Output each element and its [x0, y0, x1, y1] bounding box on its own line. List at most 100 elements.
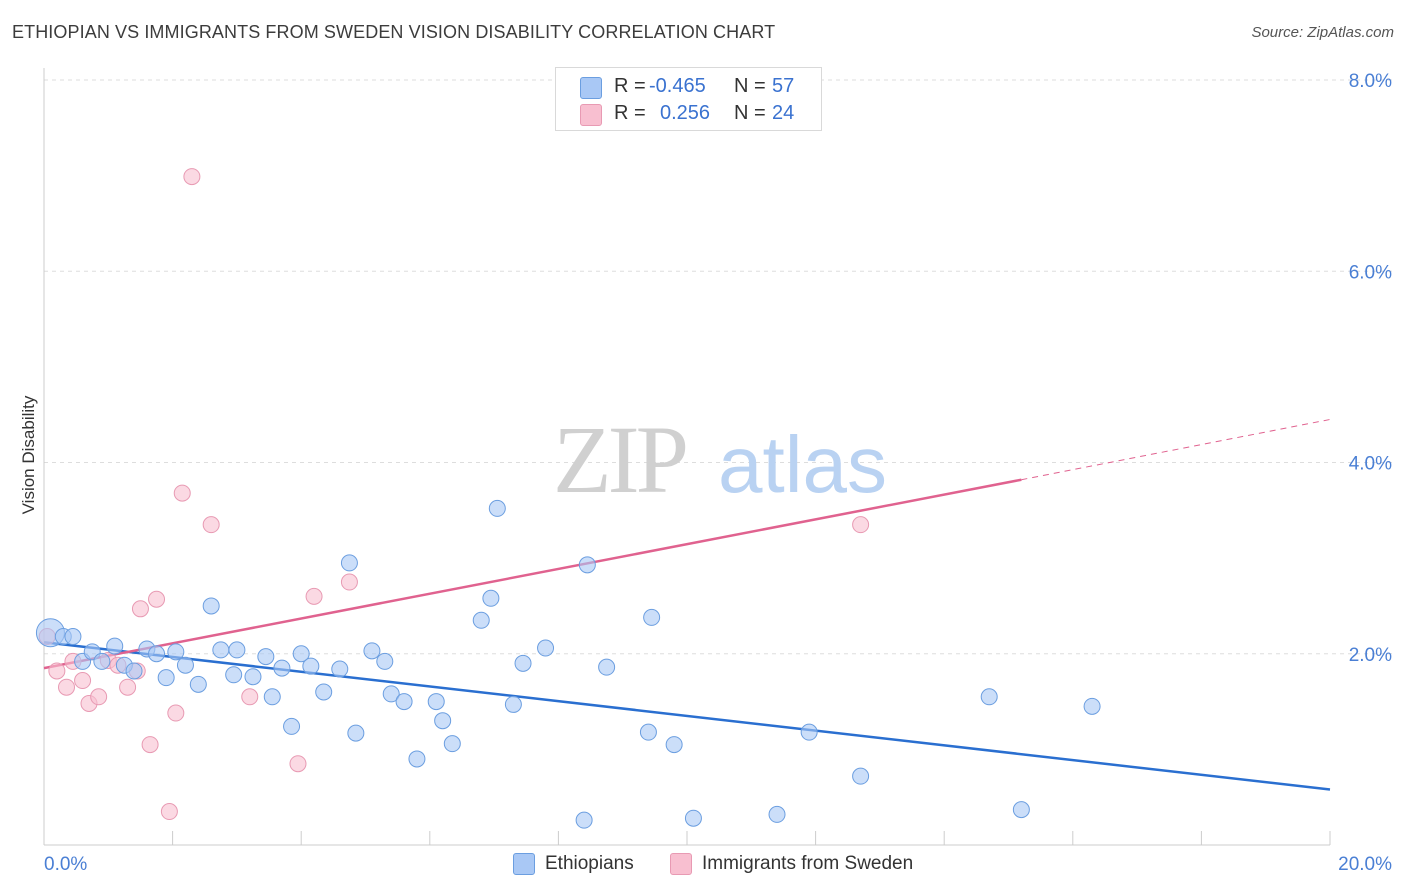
point-sweden — [340, 573, 358, 591]
data-points — [35, 168, 1101, 829]
legend-r-value: 0.256 — [660, 102, 711, 124]
point-ethiopian — [363, 642, 381, 660]
point-ethiopian — [395, 693, 413, 711]
y-tick-label: 6.0% — [1349, 262, 1392, 283]
legend-swatch-pink — [670, 853, 692, 875]
trend-line-sweden — [43, 478, 1022, 670]
y-tick-label: 4.0% — [1349, 454, 1392, 475]
legend-n-label: N = — [734, 102, 766, 124]
point-ethiopian — [302, 657, 320, 675]
legend-n-value: 57 — [772, 75, 795, 97]
legend-n-label: N = — [734, 75, 766, 97]
point-ethiopian — [537, 639, 555, 657]
point-ethiopian — [176, 656, 194, 674]
point-ethiopian — [148, 645, 166, 663]
point-ethiopian — [257, 648, 275, 666]
point-ethiopian — [488, 499, 506, 517]
legend-item-sweden: Immigrants from Sweden — [670, 850, 913, 878]
point-ethiopian — [684, 809, 702, 827]
point-ethiopian — [167, 643, 185, 661]
y-axis-label: Vision Disability — [19, 395, 38, 514]
point-sweden — [131, 600, 149, 618]
legend-item-ethiopians: Ethiopians — [513, 850, 634, 878]
point-ethiopian — [157, 669, 175, 687]
trend-lines — [43, 418, 1331, 791]
grid-lines — [44, 79, 1392, 655]
x-tick-label: 20.0% — [1338, 854, 1392, 875]
chart-source: Source: ZipAtlas.com — [1251, 24, 1394, 41]
legend-n-value: 24 — [772, 102, 795, 124]
point-sweden — [141, 736, 159, 754]
point-ethiopian — [598, 658, 616, 676]
point-ethiopian — [189, 675, 207, 693]
point-ethiopian — [1083, 697, 1101, 715]
point-sweden — [74, 672, 92, 690]
legend-swatch-blue — [513, 853, 535, 875]
point-ethiopian — [315, 683, 333, 701]
point-ethiopian — [225, 666, 243, 684]
point-ethiopian — [800, 723, 818, 741]
legend-label-ethiopians: Ethiopians — [545, 853, 634, 874]
point-ethiopian — [1012, 801, 1030, 819]
point-ethiopian — [434, 712, 452, 730]
point-ethiopian — [283, 717, 301, 735]
legend-r-value: -0.465 — [649, 75, 706, 97]
point-ethiopian — [427, 693, 445, 711]
watermark-zip: ZIP — [553, 406, 686, 513]
legend-row-ethiopians: R = -0.465 N = 57 — [580, 75, 812, 101]
legend-swatch-pink — [580, 104, 602, 126]
legend-label-sweden: Immigrants from Sweden — [702, 853, 914, 874]
point-sweden — [90, 688, 108, 706]
point-ethiopian — [202, 597, 220, 615]
legend-r-label: R = — [614, 75, 646, 97]
point-ethiopian — [514, 654, 532, 672]
point-ethiopian — [376, 652, 394, 670]
point-ethiopian — [482, 589, 500, 607]
legend-swatch-blue — [580, 77, 602, 99]
point-ethiopian — [408, 750, 426, 768]
point-ethiopian — [578, 556, 596, 574]
point-ethiopian — [504, 695, 522, 713]
point-ethiopian — [292, 645, 310, 663]
point-ethiopian — [228, 641, 246, 659]
point-sweden — [183, 168, 201, 186]
legend-row-sweden: R = 0.256 N = 24 — [580, 102, 812, 128]
point-sweden — [289, 755, 307, 773]
point-ethiopian — [443, 735, 461, 753]
point-ethiopian — [331, 660, 349, 678]
axes — [43, 68, 1331, 846]
point-ethiopian — [125, 662, 143, 680]
y-tick-label: 8.0% — [1349, 71, 1392, 92]
point-sweden — [173, 484, 191, 502]
point-ethiopian — [980, 688, 998, 706]
point-ethiopian — [639, 723, 657, 741]
point-ethiopian — [64, 628, 82, 646]
point-ethiopian — [212, 641, 230, 659]
point-sweden — [202, 516, 220, 534]
point-ethiopian — [244, 668, 262, 686]
point-ethiopian — [93, 652, 111, 670]
trend-line-ethiopians — [43, 641, 1331, 791]
point-sweden — [48, 662, 66, 680]
point-sweden — [160, 803, 178, 821]
point-ethiopian — [106, 637, 124, 655]
point-sweden — [241, 688, 259, 706]
x-tick-label: 0.0% — [44, 854, 87, 875]
watermark-atlas: atlas — [718, 420, 887, 509]
point-ethiopian — [575, 811, 593, 829]
chart-title: ETHIOPIAN VS IMMIGRANTS FROM SWEDEN VISI… — [12, 22, 776, 42]
point-sweden — [148, 590, 166, 608]
y-tick-label: 2.0% — [1349, 645, 1392, 666]
trend-line-sweden-extension — [1021, 418, 1331, 481]
legend-r-label: R = — [614, 102, 646, 124]
point-ethiopian — [643, 608, 661, 626]
point-ethiopian — [347, 724, 365, 742]
correlation-legend: R = -0.465 N = 57 R = 0.256 N = 24 — [555, 67, 822, 131]
point-sweden — [58, 678, 76, 696]
point-ethiopian — [665, 736, 683, 754]
point-sweden — [305, 587, 323, 605]
point-sweden — [119, 678, 137, 696]
tick-labels: 2.0% 4.0% 6.0% 8.0% 0.0% 20.0% — [44, 71, 1392, 875]
point-sweden — [852, 516, 870, 534]
